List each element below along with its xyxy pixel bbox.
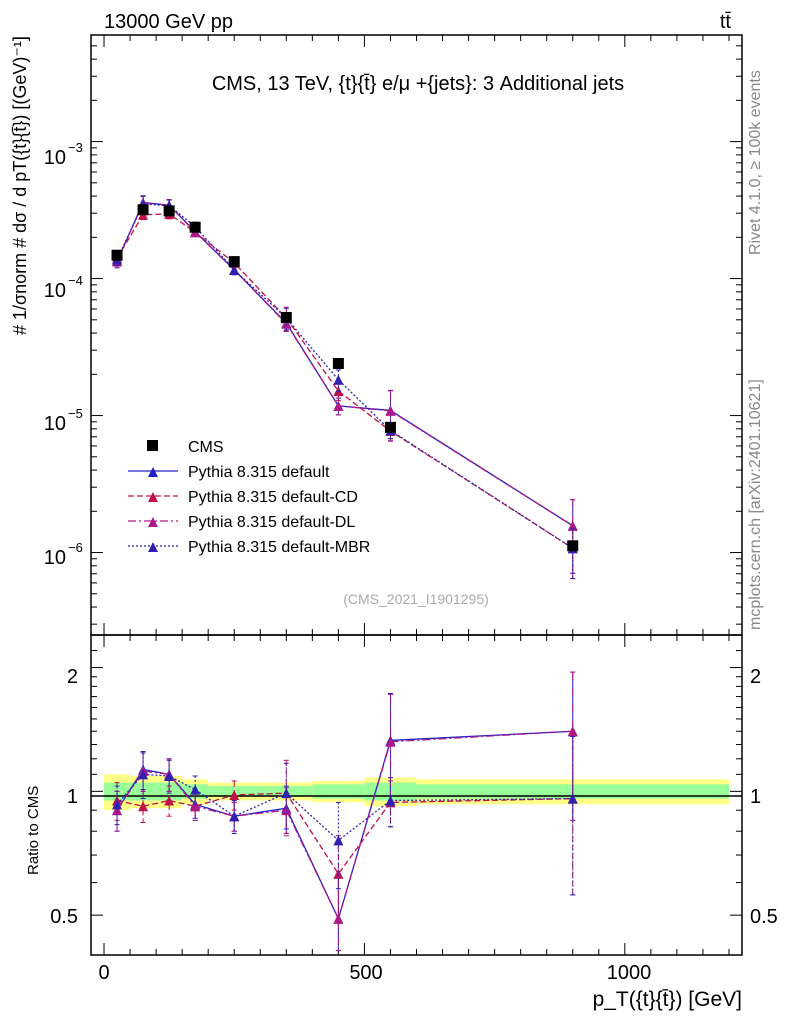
ratio-data-layer [112,671,578,952]
ratio-point-cd [138,801,149,812]
x-tick-labels: 0 500 1000 [98,962,651,984]
x-tick-label: 500 [349,962,382,984]
process-label: tt̄ [720,11,732,33]
legend-marker-cms [147,440,158,451]
axis-ticks [91,34,742,956]
legend-label: CMS [188,439,224,456]
ratio-tick-label: 1 [67,786,78,808]
legend: CMS Pythia 8.315 default Pythia 8.315 de… [128,439,370,556]
legend-item-cms: CMS [147,439,224,456]
ratio-point-mbr [385,795,396,806]
cms-point [137,204,149,216]
ratio-point-dl [333,913,344,924]
ratio-line-default [116,730,573,921]
ratio-line-dl [116,730,573,921]
legend-label: Pythia 8.315 default-DL [188,514,355,531]
ratio-line-mbr [116,773,573,842]
ratio-point-mbr [281,788,292,799]
cms-point [189,221,201,233]
ratio-tick-label-right: 0.5 [750,906,778,928]
ratio-point-mbr [190,784,201,795]
main-y-tick-exp: −4 [68,273,83,288]
main-y-tick-label: 10 [44,280,66,302]
x-axis-title: p_T({t}{t̄}) [GeV] [593,988,742,1011]
ratio-axis-title: Ratio to CMS [25,786,42,875]
point-mbr [333,374,344,385]
legend-label: Pythia 8.315 default-CD [188,489,358,506]
main-y-tick-labels: 10 −6 10 −5 10 −4 10 −3 [44,140,83,569]
legend-label: Pythia 8.315 default-MBR [188,539,370,556]
series-line-mbr [116,203,574,549]
main-y-tick-exp: −3 [68,140,83,155]
plot-title: CMS, 13 TeV, {t}{t̄} e/μ +{jets}: 3 Addi… [212,73,624,95]
x-tick-label: 0 [98,962,109,984]
main-y-axis-title: # 1/σnorm # dσ / d pT({t}{t̄}) [(GeV)⁻¹] [10,36,30,335]
cms-point [163,205,175,217]
legend-item-mbr: Pythia 8.315 default-MBR [128,539,370,556]
cms-point [567,540,579,552]
legend-marker-mbr [148,542,158,552]
ratio-line-cd [116,792,573,876]
legend-label: Pythia 8.315 default [188,464,330,481]
ratio-point-dl [567,726,578,737]
ratio-tick-label-right: 2 [750,666,761,688]
ratio-point-mbr [333,835,344,846]
ratio-tick-label-right: 1 [750,786,761,808]
cms-point [384,421,396,433]
cms-point [280,311,292,323]
legend-item-default: Pythia 8.315 default [128,464,330,481]
cms-point [228,256,240,268]
ratio-point-dl [281,805,292,816]
ratio-point-cd [164,795,175,806]
ratio-point-mbr [112,799,123,810]
rivet-label: Rivet 4.1.0, ≥ 100k events [747,70,764,255]
ratio-tick-label: 0.5 [50,906,78,928]
legend-marker-dl [148,517,158,527]
point-dl [385,405,396,416]
ratio-tick-label: 2 [67,666,78,688]
mcplots-label: mcplots.cern.ch [arXiv:2401.10621] [747,379,764,630]
point-dl [281,318,292,329]
main-data-layer [111,195,579,580]
main-y-tick-label: 10 [44,547,66,569]
ratio-point-cd [229,789,240,800]
ratio-point-mbr [567,793,578,804]
ratio-point-dl [190,801,201,812]
main-y-tick-label: 10 [44,413,66,435]
cms-point [111,249,123,261]
ratio-y-tick-labels: 0.5 1 2 0.5 1 2 [50,666,778,928]
point-dl [333,400,344,411]
x-tick-label: 1000 [607,962,652,984]
ratio-point-mbr [164,770,175,781]
cms-point [332,357,344,369]
series-line-default [116,201,574,527]
point-mbr [229,264,240,275]
series-line-dl [116,202,574,527]
band-inner [312,784,365,799]
ratio-point-mbr [229,811,240,822]
energy-label: 13000 GeV pp [104,11,233,33]
legend-marker-cd [148,492,158,502]
legend-marker-default [148,467,158,477]
ratio-point-dl [385,736,396,747]
ratio-point-mbr [138,769,149,780]
main-y-tick-label: 10 [44,147,66,169]
analysis-id: (CMS_2021_I1901295) [343,591,489,607]
legend-item-dl: Pythia 8.315 default-DL [128,514,355,531]
legend-item-cd: Pythia 8.315 default-CD [128,489,358,506]
main-y-tick-exp: −5 [68,406,83,421]
main-y-tick-exp: −6 [68,540,83,555]
